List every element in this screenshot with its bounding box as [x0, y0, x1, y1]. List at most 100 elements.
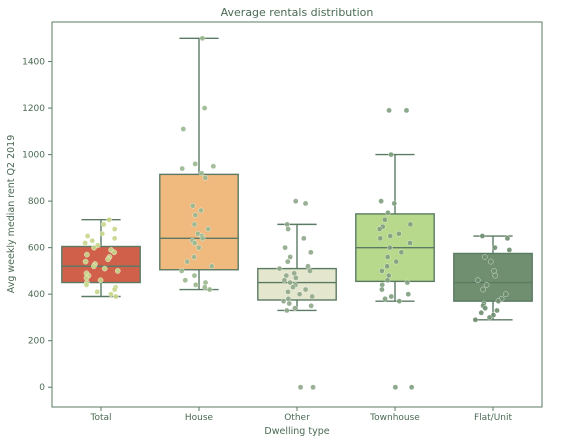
data-point: [494, 308, 499, 313]
data-point: [290, 285, 295, 290]
data-point: [399, 250, 404, 255]
data-point: [107, 217, 112, 222]
data-point: [292, 271, 297, 276]
data-point: [112, 287, 117, 292]
data-point: [203, 175, 208, 180]
data-point: [100, 231, 105, 236]
y-tick-label: 400: [28, 290, 45, 300]
data-point: [196, 245, 201, 250]
y-tick-label: 800: [28, 197, 45, 207]
data-point: [84, 252, 89, 257]
data-point: [385, 278, 390, 283]
data-point: [183, 278, 188, 283]
data-point: [392, 201, 397, 206]
data-point: [298, 385, 303, 390]
data-point: [303, 201, 308, 206]
data-point: [193, 212, 198, 217]
data-point: [84, 282, 89, 287]
data-point: [407, 240, 412, 245]
data-point: [282, 245, 287, 250]
data-point: [286, 226, 291, 231]
data-point: [105, 257, 110, 262]
data-point: [288, 280, 293, 285]
x-tick-label: Townhouse: [369, 413, 420, 423]
data-point: [203, 280, 208, 285]
data-point: [379, 199, 384, 204]
data-point: [310, 294, 315, 299]
data-point: [180, 166, 185, 171]
data-point: [91, 264, 96, 269]
data-point: [292, 306, 297, 311]
data-point: [98, 278, 103, 283]
data-point: [394, 259, 399, 264]
data-point: [112, 250, 117, 255]
y-axis-label: Avg weekly median rent Q2 2019: [6, 135, 17, 294]
data-point: [185, 259, 190, 264]
data-point: [379, 287, 384, 292]
data-point: [193, 282, 198, 287]
data-point: [198, 208, 203, 213]
data-point: [284, 308, 289, 313]
data-point: [181, 126, 186, 131]
data-point: [310, 385, 315, 390]
data-point: [388, 233, 393, 238]
data-point: [492, 268, 497, 273]
data-point: [297, 292, 302, 297]
data-point: [192, 273, 197, 278]
data-point: [209, 264, 214, 269]
data-point: [191, 254, 196, 259]
data-point: [108, 292, 113, 297]
data-point: [409, 385, 414, 390]
data-point: [211, 164, 216, 169]
y-tick-label: 1200: [22, 104, 45, 114]
box-body: [160, 174, 238, 269]
data-point: [385, 210, 390, 215]
data-point: [202, 105, 207, 110]
data-point: [112, 226, 117, 231]
data-point: [83, 240, 88, 245]
data-point: [90, 238, 95, 243]
strip-points-layer: [83, 36, 512, 390]
data-point: [285, 289, 290, 294]
data-point: [84, 275, 89, 280]
x-tick-label: House: [185, 413, 214, 423]
chart-title: Average rentals distribution: [221, 6, 374, 19]
data-point: [505, 236, 510, 241]
data-point: [378, 236, 383, 241]
data-point: [305, 264, 310, 269]
data-point: [396, 231, 401, 236]
data-point: [479, 310, 484, 315]
data-point: [83, 259, 88, 264]
data-point: [293, 275, 298, 280]
data-point: [487, 315, 492, 320]
data-point: [308, 250, 313, 255]
data-point: [484, 282, 489, 287]
box-townhouse: [356, 155, 434, 302]
data-point: [481, 287, 486, 292]
data-point: [200, 236, 205, 241]
data-point: [405, 280, 410, 285]
data-point: [193, 161, 198, 166]
data-point: [496, 299, 501, 304]
box-body: [62, 246, 140, 282]
data-point: [199, 171, 204, 176]
data-point: [393, 385, 398, 390]
data-point: [303, 287, 308, 292]
data-point: [293, 199, 298, 204]
y-tick-label: 1400: [22, 58, 45, 68]
data-point: [115, 268, 120, 273]
data-point: [285, 259, 290, 264]
data-point: [284, 273, 289, 278]
x-axis: Total House Other Townhouse Flat/Unit: [89, 407, 512, 423]
data-point: [192, 240, 197, 245]
x-tick-label: Other: [284, 413, 310, 423]
data-point: [385, 254, 390, 259]
y-tick-label: 200: [28, 337, 45, 347]
data-point: [190, 203, 195, 208]
data-point: [202, 285, 207, 290]
x-tick-label: Total: [89, 413, 111, 423]
data-point: [492, 245, 497, 250]
data-point: [386, 273, 391, 278]
data-point: [483, 306, 488, 311]
